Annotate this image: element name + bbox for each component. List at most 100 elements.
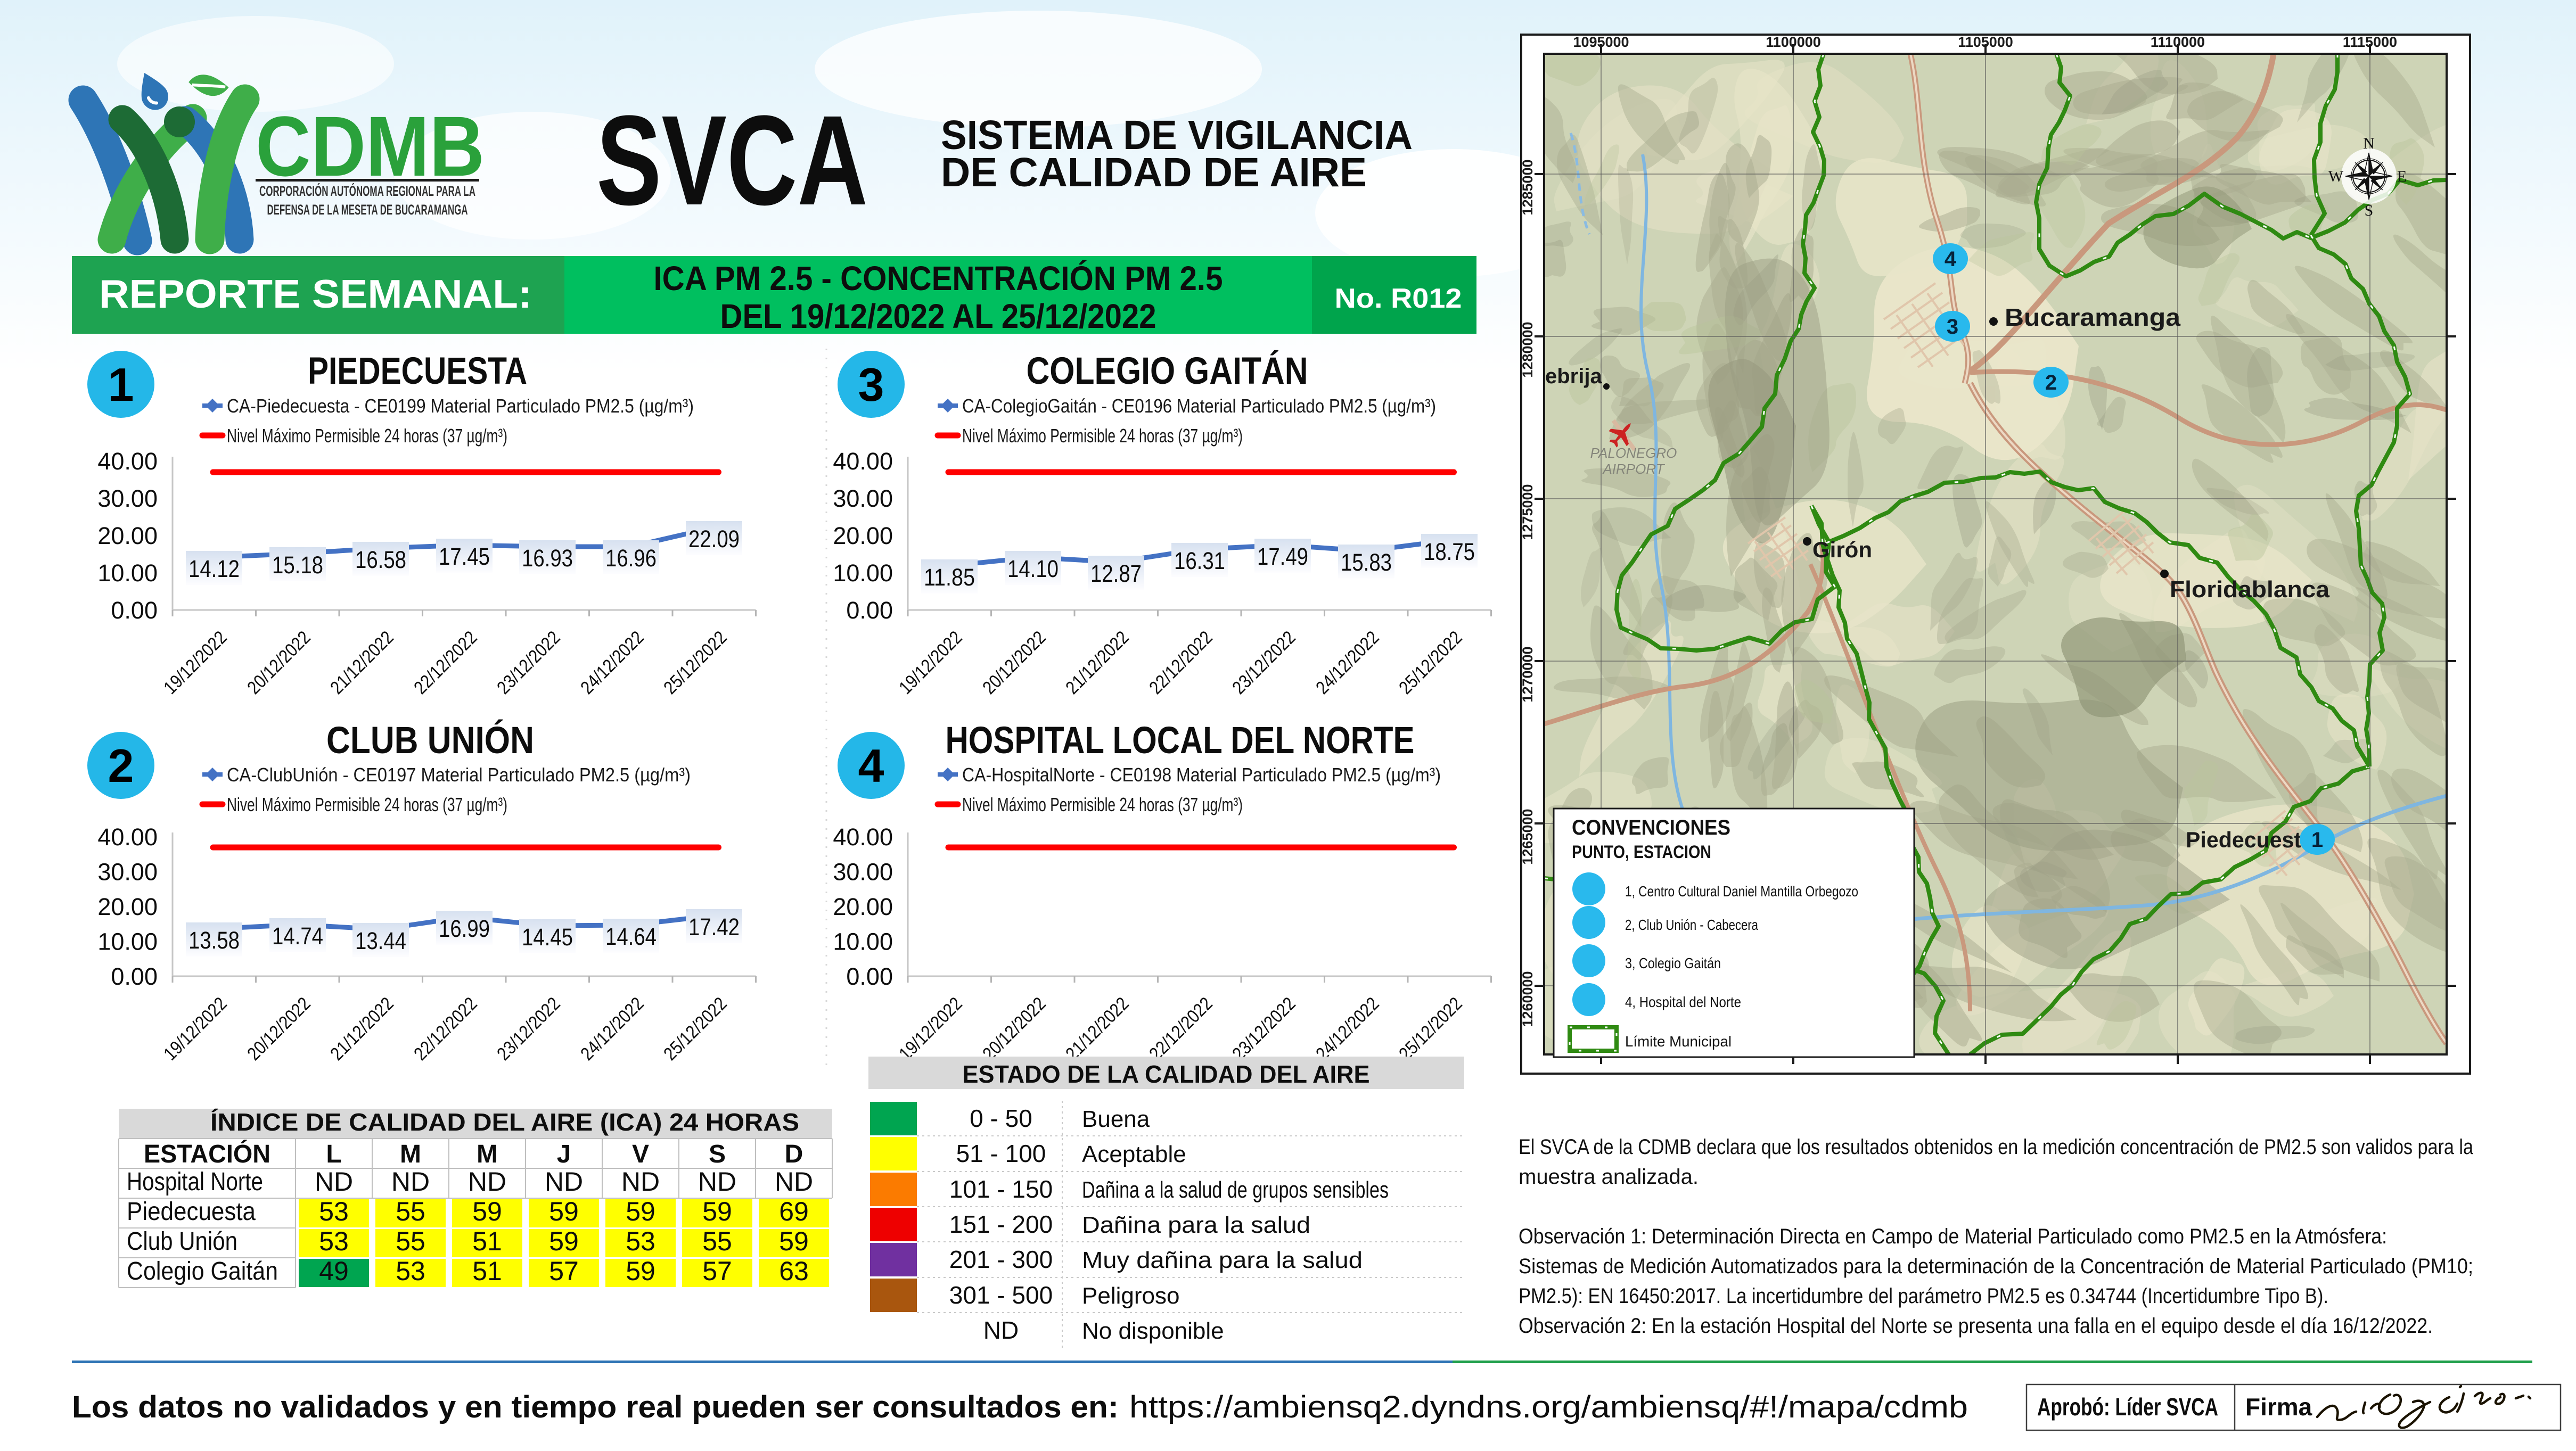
svg-text:Aprobó: Líder SVCA: Aprobó: Líder SVCA [2037, 1393, 2218, 1421]
svg-text:Dañina a la salud de grupos se: Dañina a la salud de grupos sensibles [1082, 1177, 1389, 1203]
svg-text:DEFENSA DE LA MESETA DE BUCARA: DEFENSA DE LA MESETA DE BUCARAMANGA [267, 202, 468, 218]
svg-text:SISTEMA DE VIGILANCIA: SISTEMA DE VIGILANCIA [941, 112, 1413, 158]
svg-text:PALONEGRO: PALONEGRO [1590, 445, 1677, 461]
svg-text:El SVCA de la CDMB declara qu: El SVCA de la CDMB declara que los resul… [1519, 1135, 2474, 1159]
svg-text:ICA PM 2.5 - CONCENTRACIÓN PM: ICA PM 2.5 - CONCENTRACIÓN PM 2.5 [654, 259, 1223, 298]
svg-text:30.00: 30.00 [833, 485, 893, 512]
svg-text:CA-ColegioGaitán - CE0196 Mate: CA-ColegioGaitán - CE0196 Material Parti… [962, 395, 1436, 417]
svg-text:1110000: 1110000 [2151, 34, 2205, 50]
svg-text:17.45: 17.45 [439, 543, 490, 570]
svg-text:17.49: 17.49 [1257, 543, 1308, 570]
svg-text:13.58: 13.58 [188, 927, 240, 954]
svg-text:S: S [709, 1140, 726, 1168]
svg-text:V: V [632, 1140, 649, 1168]
svg-text:59: 59 [472, 1197, 502, 1226]
svg-text:40.00: 40.00 [833, 448, 893, 475]
svg-text:14.12: 14.12 [188, 555, 240, 582]
svg-text:COLEGIO GAITÁN: COLEGIO GAITÁN [1027, 350, 1308, 392]
svg-text:1095000: 1095000 [1573, 34, 1629, 50]
svg-text:53: 53 [319, 1197, 349, 1226]
svg-text:Nivel Máximo Permisible 24 hor: Nivel Máximo Permisible 24 horas (37 µg/… [227, 794, 507, 815]
svg-text:Girón: Girón [1812, 537, 1872, 562]
svg-text:Colegio Gaitán: Colegio Gaitán [127, 1257, 278, 1285]
svg-text:Observación 2: En la estación: Observación 2: En la estación Hospital d… [1519, 1314, 2433, 1338]
svg-text:1: 1 [2311, 828, 2323, 852]
svg-text:Aceptable: Aceptable [1082, 1141, 1186, 1167]
svg-text:ebrija: ebrija [1545, 365, 1602, 388]
svg-text:DE CALIDAD DE AIRE: DE CALIDAD DE AIRE [941, 150, 1367, 195]
svg-text:12.87: 12.87 [1090, 560, 1142, 587]
svg-text:CA-ClubUnión - CE0197 Material: CA-ClubUnión - CE0197 Material Particula… [227, 764, 691, 786]
svg-text:Sistemas de Medición Automatiz: Sistemas de Medición Automatizados para … [1519, 1255, 2473, 1278]
svg-text:CONVENCIONES: CONVENCIONES [1572, 816, 1730, 839]
svg-text:10.00: 10.00 [833, 559, 893, 587]
svg-text:Nivel Máximo Permisible 24 hor: Nivel Máximo Permisible 24 horas (37 µg/… [962, 794, 1243, 815]
svg-text:40.00: 40.00 [97, 823, 158, 851]
svg-text:0.00: 0.00 [846, 597, 893, 624]
svg-text:13.44: 13.44 [355, 927, 406, 954]
svg-text:63: 63 [779, 1256, 809, 1286]
svg-text:1265000: 1265000 [1520, 809, 1536, 864]
svg-text:10.00: 10.00 [833, 928, 893, 955]
svg-text:55: 55 [702, 1226, 732, 1256]
svg-text:30.00: 30.00 [97, 485, 158, 512]
svg-text:101 - 150: 101 - 150 [949, 1175, 1053, 1203]
svg-text:D: D [785, 1140, 803, 1168]
svg-text:53: 53 [319, 1226, 349, 1256]
svg-text:SVCA: SVCA [596, 89, 868, 232]
svg-text:11.85: 11.85 [924, 564, 975, 591]
svg-text:ND: ND [621, 1167, 660, 1197]
svg-text:18.75: 18.75 [1424, 538, 1475, 565]
svg-text:1260000: 1260000 [1520, 971, 1536, 1027]
svg-text:20.00: 20.00 [97, 522, 158, 549]
svg-text:30.00: 30.00 [97, 859, 158, 886]
svg-text:PIEDECUESTA: PIEDECUESTA [308, 350, 527, 392]
svg-text:53: 53 [626, 1226, 655, 1256]
svg-text:Los datos no validados y en ti: Los datos no validados y en tiempo real … [72, 1390, 1119, 1424]
svg-text:20.00: 20.00 [97, 893, 158, 920]
svg-text:69: 69 [779, 1197, 809, 1226]
svg-text:ESTADO DE LA CALIDAD DEL AIRE: ESTADO DE LA CALIDAD DEL AIRE [963, 1060, 1370, 1088]
svg-text:REPORTE SEMANAL:: REPORTE SEMANAL: [99, 271, 532, 316]
svg-text:51: 51 [472, 1226, 502, 1256]
svg-text:Buena: Buena [1082, 1106, 1150, 1132]
svg-text:59: 59 [702, 1197, 732, 1226]
svg-text:15.18: 15.18 [272, 551, 323, 579]
svg-text:40.00: 40.00 [833, 823, 893, 851]
svg-text:N: N [2363, 135, 2375, 152]
svg-text:Bucaramanga: Bucaramanga [2005, 303, 2180, 331]
svg-text:301 - 500: 301 - 500 [949, 1281, 1053, 1309]
svg-text:1285000: 1285000 [1520, 159, 1536, 215]
svg-text:PM2.5): EN 16450:2017. La ince: PM2.5): EN 16450:2017. La incertidumbre … [1519, 1284, 2328, 1308]
svg-text:3, Colegio Gaitán: 3, Colegio Gaitán [1625, 955, 1721, 971]
svg-text:1115000: 1115000 [2343, 34, 2397, 50]
svg-text:1: 1 [108, 358, 134, 411]
svg-text:ND: ND [468, 1167, 506, 1197]
svg-text:Club Unión: Club Unión [127, 1227, 237, 1256]
svg-text:L: L [326, 1140, 341, 1168]
svg-text:Nivel Máximo Permisible 24 hor: Nivel Máximo Permisible 24 horas (37 µg/… [962, 425, 1243, 447]
svg-text:ND: ND [698, 1167, 736, 1197]
svg-text:AIRPORT: AIRPORT [1602, 461, 1665, 477]
svg-text:No disponible: No disponible [1082, 1318, 1224, 1344]
svg-text:59: 59 [549, 1197, 579, 1226]
svg-text:ND: ND [315, 1167, 353, 1197]
svg-text:3: 3 [858, 358, 884, 411]
svg-text:2: 2 [2045, 371, 2057, 394]
svg-text:57: 57 [549, 1256, 579, 1286]
svg-text:S: S [2365, 202, 2374, 219]
svg-text:14.74: 14.74 [272, 922, 323, 950]
svg-text:Dañina para la salud: Dañina para la salud [1082, 1212, 1310, 1238]
svg-text:2, Club Unión - Cabecera: 2, Club Unión - Cabecera [1625, 917, 1758, 933]
svg-text:ÍNDICE DE CALIDAD DEL AIRE (IC: ÍNDICE DE CALIDAD DEL AIRE (ICA) 24 HORA… [210, 1108, 799, 1136]
svg-text:16.93: 16.93 [522, 545, 573, 572]
svg-text:CA-HospitalNorte - CE0198 Mate: CA-HospitalNorte - CE0198 Material Parti… [962, 764, 1441, 786]
svg-text:59: 59 [626, 1197, 655, 1226]
svg-text:51: 51 [472, 1256, 502, 1286]
svg-text:14.64: 14.64 [605, 923, 657, 950]
svg-text:J: J [557, 1140, 571, 1168]
svg-text:53: 53 [396, 1256, 425, 1286]
svg-text:ESTACIÓN: ESTACIÓN [144, 1139, 270, 1168]
svg-text:4, Hospital del Norte: 4, Hospital del Norte [1625, 994, 1741, 1010]
svg-text:1, Centro Cultural Daniel Mant: 1, Centro Cultural Daniel Mantilla Orbeg… [1625, 883, 1858, 900]
